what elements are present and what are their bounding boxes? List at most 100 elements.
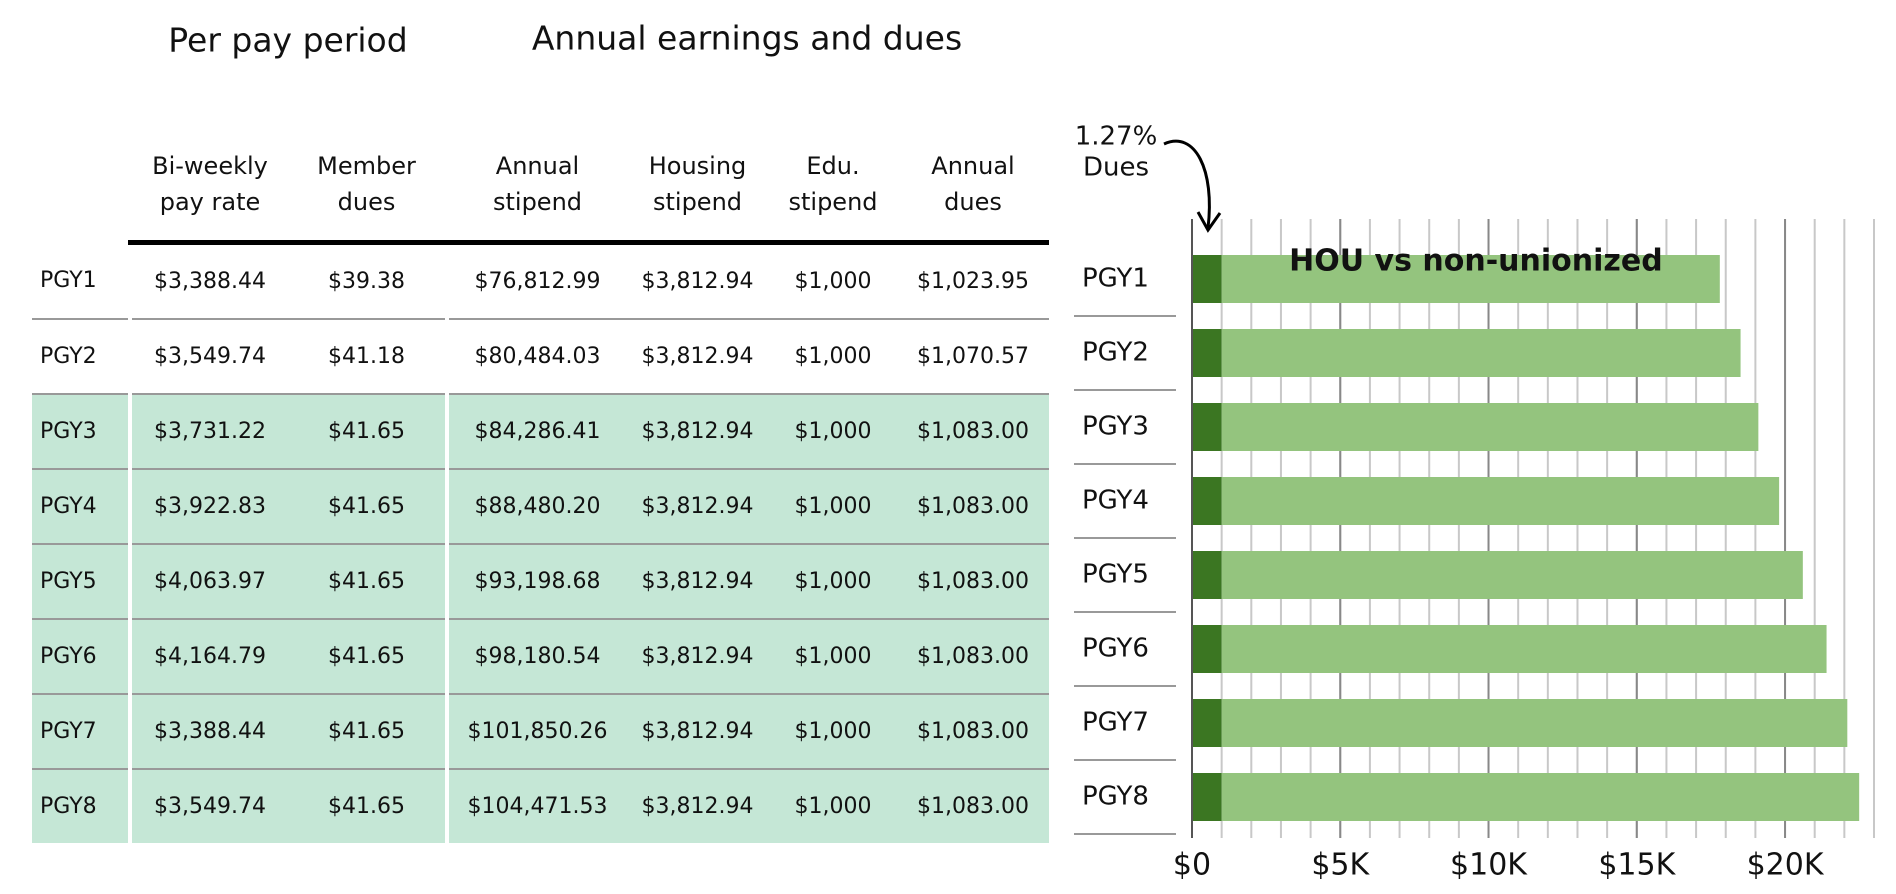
column-header: Bi-weekly pay rate [128,128,288,245]
cell: $1,083.00 [897,619,1049,695]
annotation: Dues [1083,153,1149,183]
cell: $1,000 [769,394,897,470]
cell: $3,388.44 [128,242,288,320]
table-row: PGY2 $3,549.74 $41.18 $80,484.03 $3,812.94 $1… [32,319,1049,395]
cell: $3,549.74 [128,319,288,395]
bar [1221,625,1827,673]
group-header: Annual earnings and dues [532,19,962,58]
cell: $93,198.68 [445,544,626,620]
x-tick-label: $0 [1173,848,1211,883]
cell: $1,070.57 [897,319,1049,395]
cell: $1,000 [769,544,897,620]
y-tick-label: PGY6 [1082,634,1149,664]
row-label: PGY5 [32,544,130,620]
row-label: PGY6 [32,619,130,695]
row-label: PGY7 [32,694,130,770]
bar [1192,329,1222,377]
row-label: PGY2 [32,319,130,395]
annotation-arrow [1163,139,1211,229]
cell: $1,083.00 [897,394,1049,470]
annotation: 1.27% [1075,122,1158,152]
data-table: Bi-weekly pay rate Member dues Annual stip… [32,128,1049,843]
column-header: Edu. stipend [769,128,897,245]
cell: $3,812.94 [626,694,769,770]
y-tick-label: PGY8 [1082,782,1149,812]
table-row: PGY7 $3,388.44 $41.65 $101,850.26 $3,812.94 $… [32,694,1049,770]
bar [1192,699,1222,747]
bar [1221,477,1780,525]
bar [1221,255,1720,303]
y-tick-label: PGY7 [1082,708,1149,738]
cell: $104,471.53 [445,769,626,843]
cell: $41.65 [288,694,447,770]
cell: $4,063.97 [128,544,288,620]
annotation-arrowhead [1196,211,1222,233]
y-tick-label: PGY1 [1082,264,1149,294]
x-tick-label: $15K [1598,848,1676,883]
cell: $41.65 [288,619,447,695]
cell: $1,083.00 [897,544,1049,620]
bar [1221,699,1848,747]
cell: $1,023.95 [897,242,1049,320]
row-label: PGY8 [40,794,97,819]
cell: $41.18 [288,319,447,395]
bar [1221,551,1803,599]
x-tick-label: $10K [1450,848,1528,883]
y-tick-label: PGY4 [1082,486,1149,516]
cell: $3,388.44 [128,694,288,770]
cell: $41.65 [288,544,447,620]
cell: $1,000 [769,619,897,695]
cell: $3,812.94 [626,242,769,320]
cell: $1,083.00 [897,469,1049,545]
row-label: PGY1 [32,242,130,320]
cell: $3,549.74 [128,769,288,843]
cell: $1,000 [769,242,897,320]
y-tick-label: PGY3 [1082,412,1149,442]
bar [1192,625,1222,673]
y-tick-label: PGY5 [1082,560,1149,590]
cell: $3,731.22 [128,394,288,470]
table-row: PGY5 $4,063.97 $41.65 $93,198.68 $3,812.94 $1… [32,544,1049,620]
cell: $3,812.94 [626,319,769,395]
table-row: PGY6 $4,164.79 $41.65 $98,180.54 $3,812.94 $1… [32,619,1049,695]
column-header: Member dues [288,128,447,245]
bar-label: HOU vs non-unionized [1289,244,1663,279]
cell: $84,286.41 [445,394,626,470]
cell: $76,812.99 [445,242,626,320]
bar [1192,255,1222,303]
row-label: PGY3 [32,394,130,470]
header-row: Bi-weekly pay rate Member dues Annual stip… [32,128,1049,245]
column-header: Annual dues [897,128,1049,245]
cell: $39.38 [288,242,447,320]
cell: $41.65 [288,394,447,470]
cell: $3,812.94 [626,544,769,620]
bar [1221,773,1860,821]
bar [1221,329,1741,377]
cell: $1,000 [769,319,897,395]
column-header: Annual stipend [445,128,626,245]
group-header: Per pay period [168,21,407,60]
cell: $80,484.03 [445,319,626,395]
bar [1192,773,1222,821]
bar [1192,551,1222,599]
table-row: PGY3 $3,731.22 $41.65 $84,286.41 $3,812.94 $1… [32,394,1049,470]
table-row: PGY1 $3,388.44 $39.38 $76,812.99 $3,812.94 $1… [32,242,1049,320]
cell: $4,164.79 [128,619,288,695]
cell: $3,812.94 [626,394,769,470]
bar [1192,477,1222,525]
cell: $1,083.00 [897,694,1049,770]
cell: $88,480.20 [445,469,626,545]
cell: $1,000 [769,694,897,770]
cell: $3,812.94 [626,619,769,695]
cell: $98,180.54 [445,619,626,695]
row-label: PGY4 [32,469,130,545]
x-tick-label: $5K [1311,848,1370,883]
cell: $1,000 [769,469,897,545]
bar [1192,403,1222,451]
bar [1221,403,1759,451]
cell: $41.65 [288,469,447,545]
x-tick-label: $20K [1747,848,1825,883]
cell: $3,812.94 [626,469,769,545]
table-row: PGY8 $3,549.74 $41.65 $104,471.53 $3,812.94 $… [32,769,1049,843]
